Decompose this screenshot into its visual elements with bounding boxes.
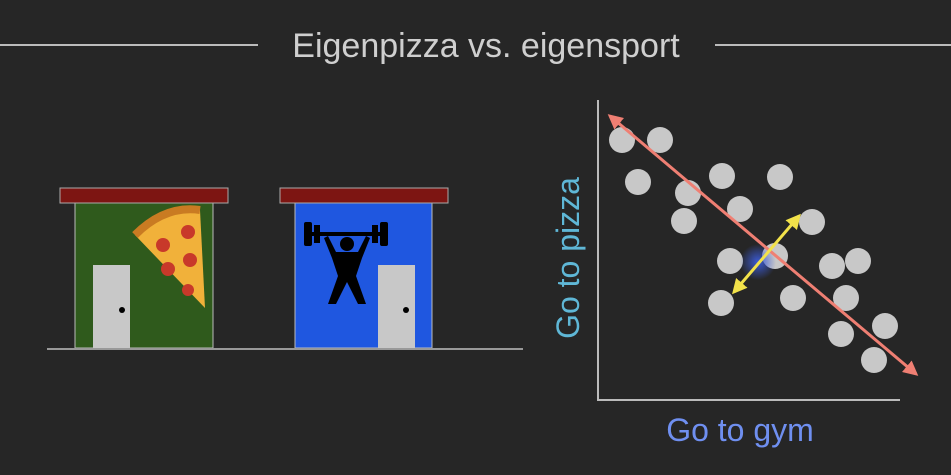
secondary-axis [732,213,801,295]
x-label: Go to gym [666,412,814,448]
y-label: Go to pizza [550,177,586,339]
pizza-house [59,187,229,349]
gym-house [279,187,449,349]
title: Eigenpizza vs. eigensport [292,27,680,65]
scatter-plot: Go to gym Go to pizza [550,100,919,448]
